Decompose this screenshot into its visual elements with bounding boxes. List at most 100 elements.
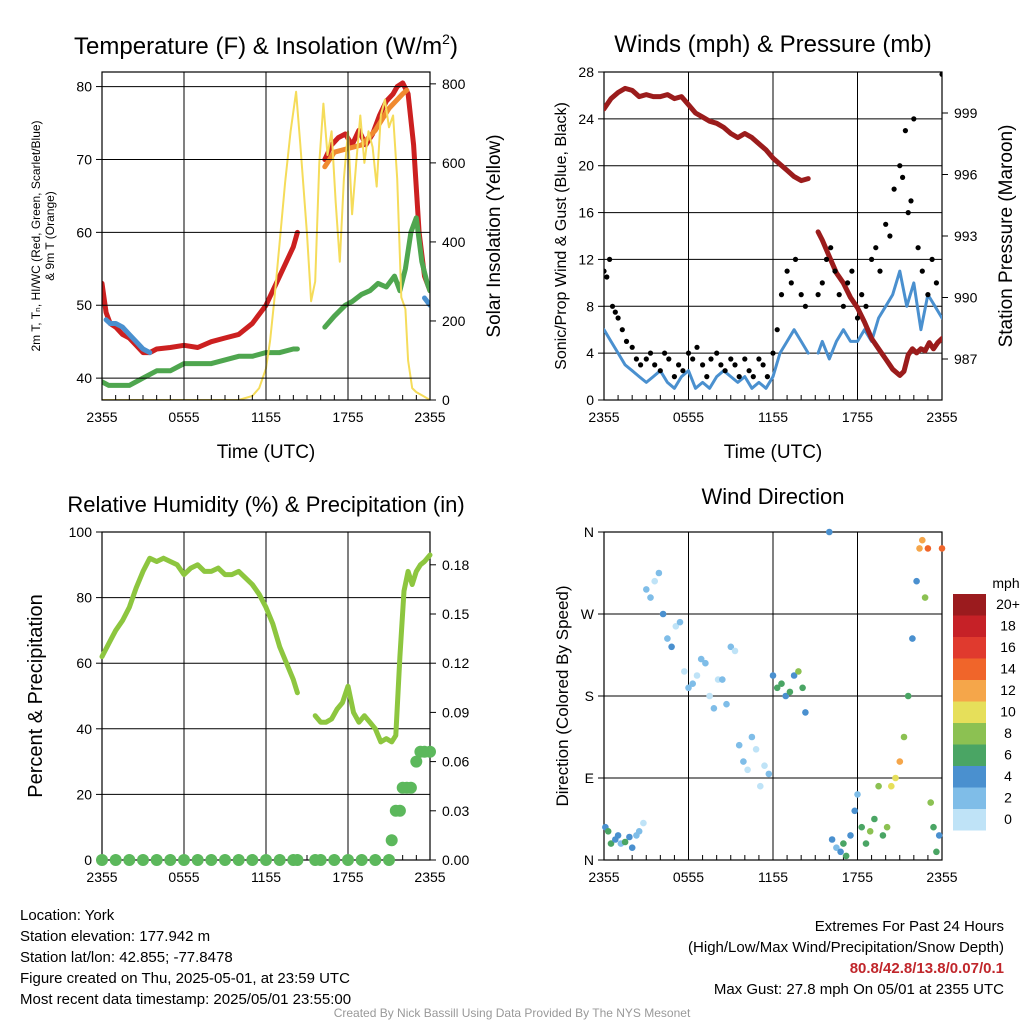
winddir-ytick-label: N — [584, 524, 594, 540]
rh-precip-chart: 2355 0555 1155 1755 23550204060801000.000.03… — [25, 492, 469, 885]
precip-point — [355, 854, 368, 866]
gust-point — [746, 368, 752, 374]
gust-point — [891, 186, 897, 192]
winddir-xtick-label: 1155 — [758, 869, 788, 885]
speed-legend-swatch — [953, 594, 986, 616]
gust-point — [609, 303, 616, 309]
speed-legend: mph 20+ 18 16 14 12 10 8 6 4 2 0 — [953, 575, 1020, 831]
rh-xtick-label: 2355 — [86, 869, 117, 885]
winds-plot-area — [604, 72, 942, 390]
credit-line: Created By Nick Bassill Using Data Provi… — [333, 1006, 691, 1020]
winds-xtick-label: 1755 — [842, 409, 873, 425]
winds-ytick-label: 0 — [586, 392, 594, 408]
winds-y2tick-label: 996 — [954, 167, 978, 183]
wind-direction-point — [900, 733, 908, 741]
station-location: Location: York — [20, 907, 115, 924]
temp-xtick-label: 1155 — [251, 409, 281, 425]
precip-point — [424, 745, 436, 758]
figure-created: Figure created on Thu, 2025-05-01, at 23… — [20, 970, 350, 987]
station-elevation: Station elevation: 177.942 m — [20, 928, 211, 945]
gust-point — [919, 268, 925, 274]
gust-point — [770, 350, 776, 356]
speed-legend-swatch — [953, 701, 986, 723]
speed-legend-swatch — [953, 680, 986, 702]
winds-ytick-label: 24 — [578, 111, 594, 127]
wind-direction-point — [635, 828, 643, 835]
gust-point — [828, 245, 834, 251]
wind-direction-point — [851, 807, 858, 815]
gust-point — [873, 245, 879, 251]
temp-xtick-label: 1755 — [332, 409, 363, 425]
winds-y-axis-label: Sonic/Prop Wind & Gust (Blue, Black) — [553, 102, 570, 370]
wind-direction-point — [706, 692, 713, 700]
temp-y2tick-label: 800 — [442, 76, 466, 92]
temp-y2tick-label: 200 — [442, 313, 466, 329]
wind-direction-point — [799, 684, 806, 692]
wind-direction-point — [924, 545, 932, 552]
rh-ytick-label: 20 — [76, 786, 92, 802]
gust-point — [604, 268, 607, 274]
temp-title-end: ) — [450, 33, 458, 60]
winddir-ytick-label: E — [585, 770, 594, 786]
wind-direction-point — [685, 684, 692, 692]
speed-legend-label: 8 — [1004, 725, 1012, 741]
gust-point — [756, 356, 762, 362]
wind-direction-point — [607, 840, 615, 847]
rh-xtick-label: 0555 — [168, 869, 199, 885]
wind-direction-point — [668, 643, 675, 651]
winds-xtick-label: 2355 — [926, 409, 957, 425]
speed-legend-swatch — [953, 809, 986, 831]
speed-legend-label: 4 — [1004, 768, 1012, 784]
pressure-line — [604, 85, 811, 184]
rh-line — [312, 552, 433, 745]
gust-point — [643, 356, 649, 362]
temperature-chart: 2355 0555 1155 1755 235540506070800200400600… — [29, 31, 505, 463]
wind-direction-point — [640, 819, 647, 827]
winds-y2tick-label: 993 — [954, 228, 978, 244]
winddir-xtick-label: 0555 — [673, 869, 704, 885]
wind-direction-point — [643, 586, 650, 593]
wind-direction-point — [795, 668, 802, 675]
gust-point — [736, 374, 742, 380]
wind-direction-point — [858, 823, 865, 831]
wind-direction-point — [664, 635, 671, 642]
gust-point — [750, 374, 756, 380]
wind-direction-point — [655, 569, 663, 577]
wind-direction-point — [840, 840, 847, 847]
rh-y2tick-label: 0.00 — [442, 852, 469, 868]
precip-point — [246, 854, 259, 866]
wind-direction-point — [930, 823, 937, 831]
wind-direction-point — [828, 836, 836, 843]
rh-xtick-label: 2355 — [414, 869, 445, 885]
precip-point — [109, 854, 122, 866]
gust-point — [728, 356, 734, 362]
wind-direction-point — [786, 688, 794, 696]
wind-direction-point — [769, 672, 777, 679]
precip-point — [369, 854, 382, 866]
temp-ytick-label: 60 — [76, 224, 92, 240]
wind-direction-point — [735, 741, 743, 749]
gust-point — [939, 72, 942, 77]
wind-direction-point — [778, 680, 785, 687]
precip-point — [385, 834, 398, 847]
temp-ytick-label: 40 — [76, 370, 92, 386]
wind-direction-point — [837, 848, 844, 856]
temp-title-sup: 2 — [442, 31, 450, 47]
extremes-values: 80.8/42.8/13.8/0.07/0.1 — [849, 960, 1004, 977]
speed-legend-swatch — [953, 766, 986, 788]
gust-point — [615, 315, 621, 321]
gust-point — [823, 256, 830, 262]
winds-xtick-label: 0555 — [673, 409, 704, 425]
wind-direction-point — [802, 709, 809, 716]
wind-direction-point — [854, 791, 861, 798]
wind-direction-point — [913, 577, 920, 585]
precip-point — [342, 854, 354, 866]
gust-point — [819, 280, 825, 286]
wind-direction-point — [892, 774, 899, 782]
precip-point — [150, 854, 163, 866]
wind-direction-point — [702, 659, 709, 667]
gust-point — [859, 292, 865, 298]
temp-series-dewpoint — [102, 346, 300, 388]
